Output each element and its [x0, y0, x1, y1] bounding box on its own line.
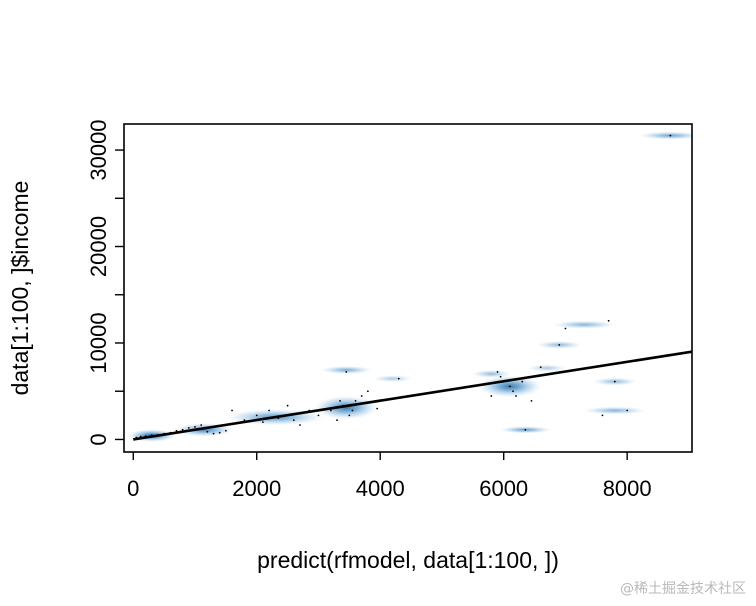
data-point: [512, 390, 514, 393]
data-point: [187, 426, 190, 429]
data-point: [255, 414, 258, 417]
data-point: [212, 432, 215, 435]
data-point: [360, 395, 363, 397]
density-blob: [550, 320, 618, 329]
density-blob: [469, 369, 513, 379]
data-point: [224, 429, 227, 432]
data-point: [496, 371, 499, 373]
regression-line: [133, 350, 692, 441]
data-point: [268, 409, 270, 412]
data-point: [339, 399, 341, 402]
data-point: [336, 419, 338, 422]
data-point: [669, 134, 672, 137]
data-point: [376, 407, 379, 410]
y-tick-label: 0: [86, 433, 111, 445]
plot-frame: [123, 123, 693, 453]
data-point: [521, 380, 524, 383]
data-point: [345, 371, 348, 373]
data-point: [607, 319, 610, 322]
data-point: [329, 409, 332, 412]
x-tick-label: 2000: [232, 476, 281, 501]
data-point: [299, 424, 301, 426]
y-tick-label: 20000: [86, 216, 111, 277]
data-point: [194, 426, 196, 428]
data-point: [626, 409, 629, 412]
data-point: [539, 366, 542, 369]
data-point: [515, 395, 517, 397]
density-blob: [636, 131, 692, 140]
y-tick-label: 30000: [86, 119, 111, 180]
x-tick-label: 4000: [356, 476, 405, 501]
data-point: [200, 424, 203, 426]
data-point: [351, 409, 354, 412]
x-tick-label: 8000: [603, 476, 652, 501]
data-point: [397, 377, 400, 380]
data-point: [262, 421, 264, 423]
data-point: [292, 419, 295, 422]
data-point: [601, 414, 604, 417]
y-tick-label: 10000: [86, 312, 111, 373]
data-point: [218, 431, 221, 434]
data-point: [564, 327, 567, 330]
density-blob: [312, 395, 381, 421]
data-point: [317, 414, 320, 417]
data-point: [181, 428, 184, 431]
data-point: [286, 404, 289, 407]
data-point: [613, 380, 616, 383]
data-point: [206, 430, 209, 433]
density-blob: [580, 406, 649, 415]
data-point: [231, 409, 233, 412]
point-layer: [135, 134, 672, 439]
x-tick-label: 6000: [479, 476, 528, 501]
data-point: [508, 385, 511, 388]
density-blob: [370, 374, 415, 383]
data-point: [175, 429, 178, 432]
x-tick-label: 0: [127, 476, 139, 501]
data-point: [530, 399, 533, 402]
density-blob: [318, 365, 375, 375]
data-point: [348, 414, 351, 417]
data-point: [499, 375, 502, 378]
data-point: [490, 395, 493, 397]
x-axis: 0 2000 4000 6000 8000: [127, 452, 652, 501]
density-blob: [525, 364, 569, 372]
watermark: @稀土掘金技术社区: [620, 581, 746, 597]
y-axis: 0 10000 20000 30000: [86, 119, 124, 446]
y-axis-title: data[1:100, ]$income: [7, 181, 33, 396]
regression-line-layer: [133, 350, 692, 441]
data-point: [558, 344, 561, 346]
data-point: [524, 428, 527, 431]
x-axis-title: predict(rfmodel, data[1:100, ]): [257, 547, 559, 573]
data-point: [366, 390, 369, 393]
data-point: [354, 399, 357, 402]
